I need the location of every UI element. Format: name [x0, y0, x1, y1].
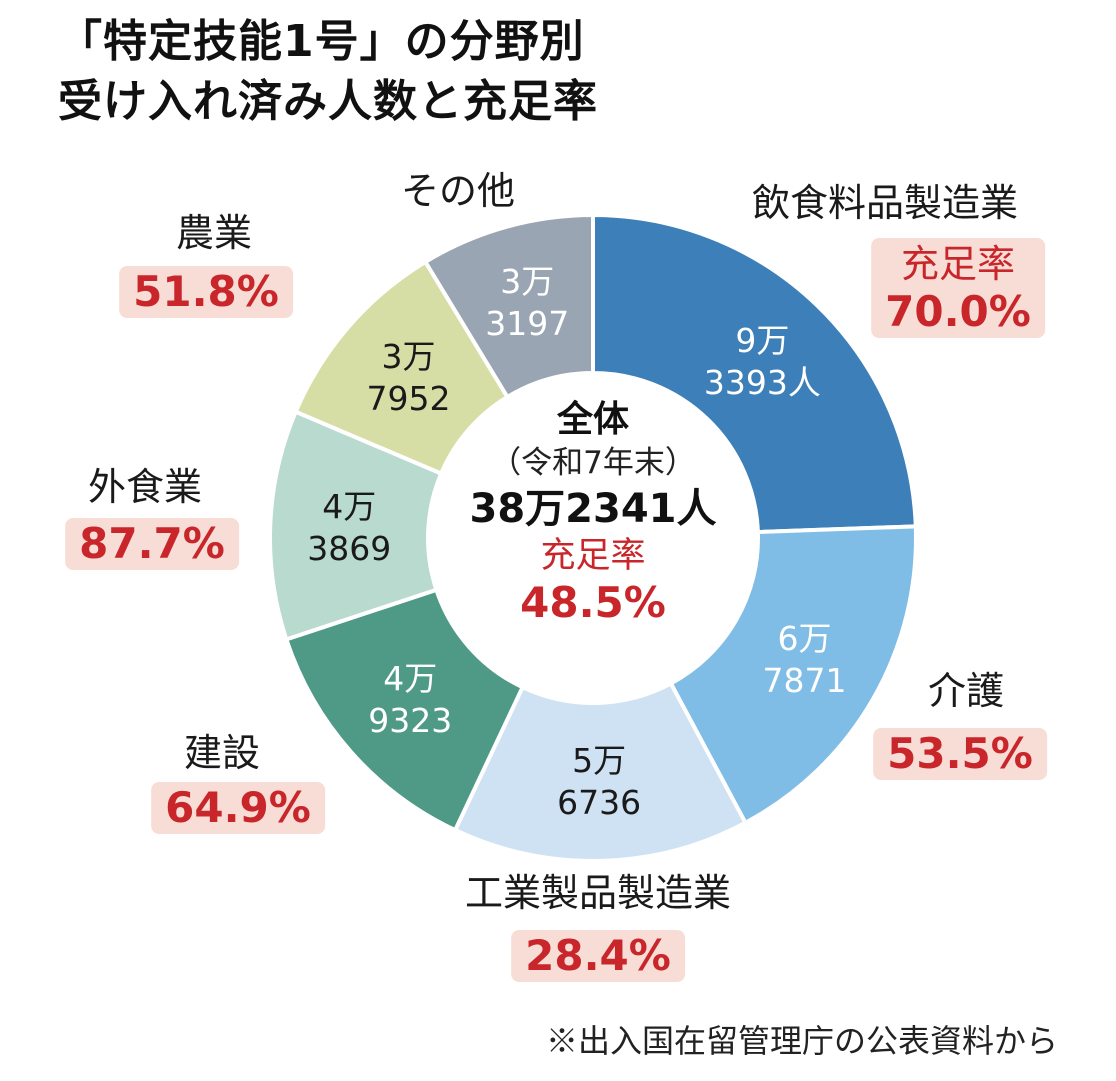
slice-value-line-1: 4万: [322, 486, 377, 526]
center-total: 38万2341人: [469, 486, 717, 532]
center-label: 全体: [556, 399, 629, 440]
donut-slice-1: [591, 212, 918, 535]
chart-title: 「特定技能1号」の分野別 受け入れ済み人数と充足率: [58, 12, 598, 132]
slice-value-label-7: 3万 3197: [485, 261, 569, 345]
fill-rate-value: 51.8%: [133, 267, 279, 316]
fill-rate-value: 28.4%: [525, 931, 671, 980]
slice-value-line-2: 3869: [307, 528, 392, 568]
slice-value-line-2: 3197: [485, 304, 570, 344]
slice-value-label-6: 3万 7952: [367, 336, 451, 420]
slice-value-label-2: 6万 7871: [763, 618, 847, 702]
category-label-1: 飲食料品製造業: [751, 181, 1019, 225]
fill-rate-value: 53.5%: [887, 729, 1033, 778]
slice-value-line-2: 6736: [557, 782, 642, 822]
fill-rate-badge-4: 64.9%: [151, 782, 325, 834]
category-label-4: 建設: [183, 731, 261, 775]
slice-value-line-1: 9万: [735, 321, 790, 361]
slice-value-line-1: 6万: [777, 618, 832, 658]
category-label-3: 工業製品製造業: [464, 871, 732, 915]
fill-rate-badge-3: 28.4%: [511, 930, 685, 982]
slice-value-line-1: 4万: [383, 658, 438, 698]
fill-rate-badge-2: 53.5%: [873, 728, 1047, 780]
slice-value-label-1: 9万 3393人: [704, 320, 821, 404]
source-note: ※出入国在留管理庁の公表資料から: [545, 1022, 1058, 1060]
donut-slice-4: [283, 587, 526, 833]
category-label-2: 介護: [927, 669, 1005, 713]
slice-value-line-1: 3万: [500, 262, 555, 302]
category-label-7: その他: [400, 169, 516, 213]
title-line-2: 受け入れ済み人数と充足率: [58, 76, 598, 127]
slice-value-line-1: 3万: [381, 337, 436, 377]
category-label-6: 農業: [175, 211, 253, 255]
slice-value-label-4: 4万 9323: [368, 658, 452, 742]
fill-rate-value: 70.0%: [885, 287, 1031, 336]
donut-center-summary: 全体 （令和7年末） 38万2341人 充足率 48.5%: [470, 398, 717, 628]
center-date: （令和7年末）: [490, 445, 696, 481]
slice-value-line-2: 7952: [366, 379, 451, 419]
fill-rate-value: 64.9%: [165, 783, 311, 832]
donut-slice-2: [668, 524, 918, 826]
slice-value-line-2: 9323: [368, 700, 453, 740]
fill-rate-badge-5: 87.7%: [65, 518, 239, 570]
slice-value-line-1: 5万: [572, 740, 627, 780]
fill-rate-value: 87.7%: [79, 519, 225, 568]
donut-slice-7: [422, 212, 595, 400]
slice-value-line-2: 3393人: [703, 363, 821, 403]
center-rate-label: 充足率: [540, 536, 646, 576]
slice-value-label-5: 4万 3869: [307, 486, 391, 570]
category-label-5: 外食業: [87, 465, 203, 509]
fill-rate-prefix: 充足率: [900, 242, 1015, 286]
slice-value-label-3: 5万 6736: [557, 740, 641, 824]
donut-slices: [268, 212, 918, 863]
center-rate: 48.5%: [520, 578, 666, 627]
slice-value-line-2: 7871: [762, 660, 847, 700]
title-line-1: 「特定技能1号」の分野別: [58, 16, 585, 67]
fill-rate-badge-6: 51.8%: [119, 266, 293, 318]
fill-rate-badge-1: 充足率 70.0%: [871, 238, 1045, 338]
donut-slice-3: [452, 680, 749, 863]
